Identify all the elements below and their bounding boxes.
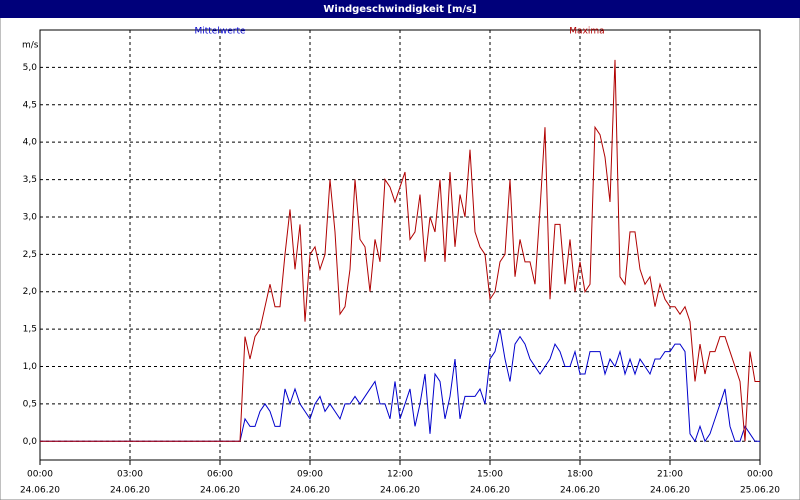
y-tick-label: 4,0 <box>23 138 38 148</box>
x-tick-label: 18:00 <box>567 470 593 480</box>
x-tick-date: 25.06.20 <box>740 486 780 496</box>
x-tick-date: 24.06.20 <box>560 486 600 496</box>
x-tick-label: 09:00 <box>297 470 323 480</box>
series-line <box>40 329 760 443</box>
x-tick-date: 24.06.20 <box>470 486 510 496</box>
x-tick-label: 00:00 <box>747 470 773 480</box>
y-tick-label: 3,5 <box>23 175 37 185</box>
x-tick-date: 24.06.20 <box>380 486 420 496</box>
plot-area <box>39 29 761 461</box>
legend-label: Maxima <box>569 27 604 37</box>
x-tick-date: 24.06.20 <box>20 486 60 496</box>
title-bar <box>0 0 800 18</box>
y-tick-label: 5,0 <box>23 63 38 73</box>
y-tick-label: 2,0 <box>23 287 38 297</box>
x-tick-label: 12:00 <box>387 470 413 480</box>
y-tick-label: 1,5 <box>23 325 37 335</box>
x-tick-label: 03:00 <box>117 470 143 480</box>
series-line <box>40 59 760 442</box>
x-tick-label: 00:00 <box>27 470 53 480</box>
x-tick-label: 21:00 <box>657 470 683 480</box>
chart-title: Windgeschwindigkeit [m/s] <box>323 4 476 15</box>
y-tick-label: 3,0 <box>23 212 38 222</box>
x-tick-label: 15:00 <box>477 470 503 480</box>
y-tick-label: 0,5 <box>23 399 37 409</box>
y-axis-label: m/s <box>22 41 39 51</box>
x-tick-date: 24.06.20 <box>650 486 690 496</box>
legend-label: Mittelwerte <box>194 27 245 37</box>
y-tick-label: 0,0 <box>23 437 38 447</box>
x-tick-date: 24.06.20 <box>290 486 330 496</box>
y-tick-label: 1,0 <box>23 362 38 372</box>
x-tick-label: 06:00 <box>207 470 233 480</box>
y-tick-label: 4,5 <box>23 100 37 110</box>
x-tick-date: 24.06.20 <box>200 486 240 496</box>
y-tick-label: 2,5 <box>23 250 37 260</box>
x-tick-date: 24.06.20 <box>110 486 150 496</box>
